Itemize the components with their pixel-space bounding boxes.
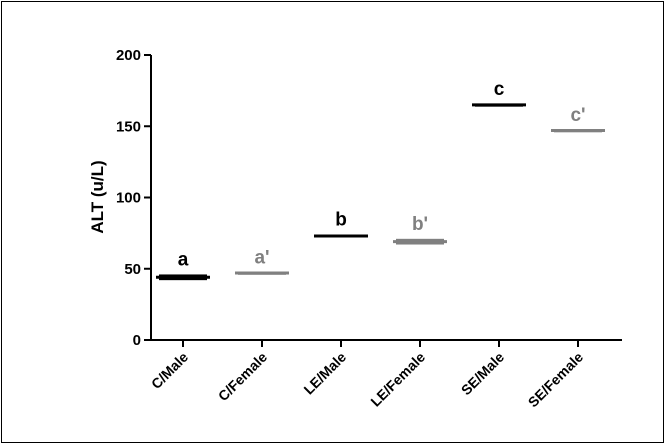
- significance-label: a: [178, 249, 189, 270]
- x-tick-label: SE/Male: [458, 349, 507, 398]
- x-tick-label: LE/Male: [300, 349, 349, 398]
- x-tick-label: LE/Female: [367, 349, 428, 410]
- y-tick-label: 200: [116, 47, 141, 64]
- significance-label: c: [494, 79, 505, 100]
- y-tick-label: 100: [116, 190, 141, 207]
- significance-label: b': [412, 214, 428, 235]
- significance-label: c': [570, 105, 585, 126]
- y-tick-label: 50: [124, 261, 141, 278]
- x-tick-label: C/Male: [148, 349, 191, 392]
- y-tick-label: 0: [133, 332, 141, 349]
- x-tick-label: C/Female: [215, 349, 270, 404]
- significance-label: a': [254, 247, 269, 268]
- significance-label: b: [335, 210, 347, 231]
- x-tick-label: SE/Female: [525, 349, 587, 411]
- y-axis-label: ALT (u/L): [88, 160, 107, 233]
- y-tick-label: 150: [116, 118, 141, 135]
